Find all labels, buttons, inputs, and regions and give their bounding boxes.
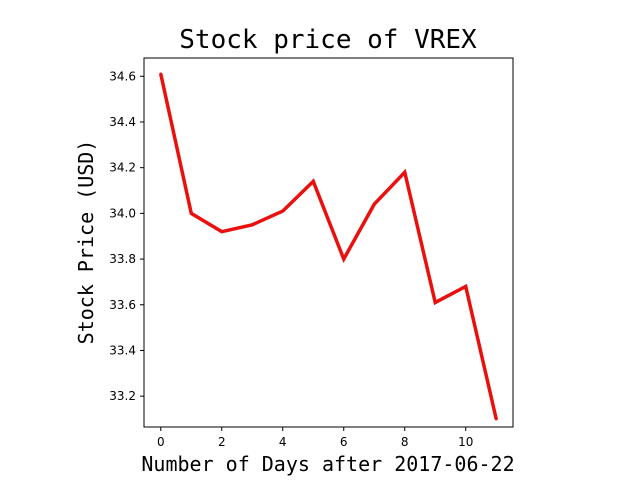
y-tick-label: 34.2 <box>109 161 136 175</box>
data-point <box>342 257 346 261</box>
data-point <box>281 209 285 213</box>
y-tick-label: 33.2 <box>109 389 136 403</box>
data-point <box>220 230 224 234</box>
x-axis: 0 2 4 6 8 10 <box>157 427 473 449</box>
y-tick-label: 34.0 <box>109 206 136 220</box>
plot-area <box>143 57 514 428</box>
x-tick-label: 8 <box>401 435 409 449</box>
data-point <box>372 202 376 206</box>
x-tick-label: 2 <box>218 435 226 449</box>
x-tick-label: 6 <box>340 435 348 449</box>
data-point <box>464 284 468 288</box>
data-point <box>189 211 193 215</box>
x-tick-label: 0 <box>157 435 165 449</box>
series-layer <box>159 72 498 421</box>
data-point <box>403 170 407 174</box>
y-tick-label: 34.6 <box>109 69 136 83</box>
y-tick-label: 34.4 <box>109 115 136 129</box>
y-tick-label: 33.4 <box>109 343 136 357</box>
y-tick-label: 33.6 <box>109 298 136 312</box>
chart-title: Stock price of VREX <box>179 25 477 55</box>
y-axis-label: Stock Price (USD) <box>74 140 98 345</box>
series-line <box>159 73 498 420</box>
data-point <box>250 223 254 227</box>
data-point <box>433 300 437 304</box>
x-tick-label: 4 <box>279 435 287 449</box>
y-tick-label: 33.8 <box>109 252 136 266</box>
data-point <box>159 72 163 76</box>
x-tick-label: 10 <box>458 435 473 449</box>
data-point <box>494 417 498 421</box>
x-axis-label: Number of Days after 2017-06-22 <box>141 452 514 476</box>
data-point <box>311 179 315 183</box>
y-axis: 33.2 33.4 33.6 33.8 34.0 34.2 34.4 34.6 <box>109 69 144 403</box>
